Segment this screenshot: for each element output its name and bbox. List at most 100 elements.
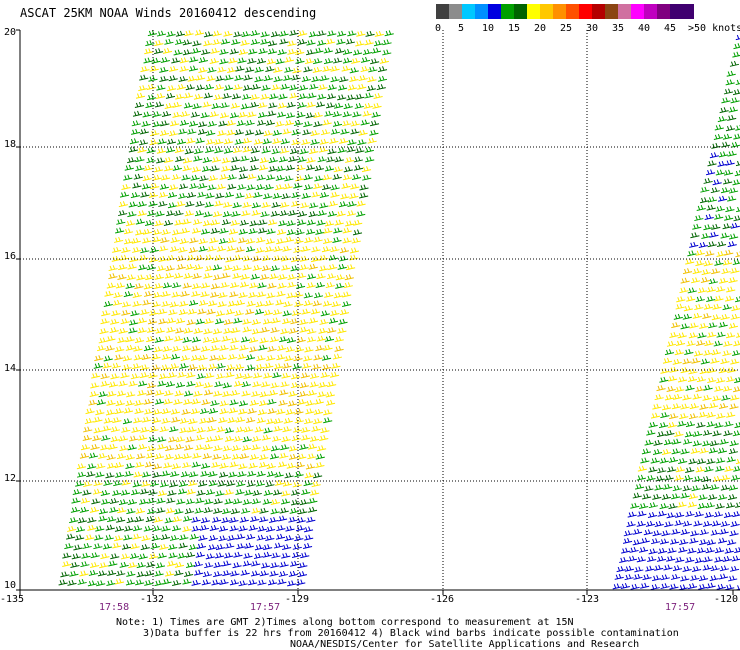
wind-barb [327, 148, 337, 155]
wind-barb [379, 57, 389, 64]
wind-barb [642, 493, 652, 500]
wind-barb [213, 390, 223, 397]
wind-barb [193, 155, 203, 162]
wind-barb [353, 164, 364, 171]
wind-barb [305, 49, 316, 56]
wind-barb [174, 443, 185, 450]
wind-barb [220, 38, 231, 45]
wind-barb [182, 525, 192, 532]
wind-barb [733, 215, 740, 222]
wind-barb [167, 560, 177, 567]
wind-barb [202, 453, 212, 460]
wind-barb [261, 147, 271, 154]
wind-barb [694, 304, 704, 311]
wind-barb [343, 103, 353, 110]
wind-barb [100, 380, 110, 387]
wind-barb [682, 358, 692, 365]
wind-barb [154, 570, 164, 577]
wind-barb [277, 345, 287, 351]
wind-barb [168, 309, 178, 316]
wind-barb [702, 313, 712, 320]
legend-swatch-2 [488, 4, 514, 19]
wind-barb [726, 286, 736, 293]
wind-barb [209, 111, 219, 118]
wind-barb [66, 533, 76, 540]
wind-barb [700, 186, 710, 193]
wind-barb [304, 237, 314, 244]
wind-barb [703, 260, 713, 267]
wind-barb [249, 101, 260, 108]
wind-barb [723, 169, 734, 176]
wind-barb [137, 201, 147, 208]
wind-barb [146, 452, 156, 459]
wind-barb [245, 66, 255, 73]
wind-barb [128, 201, 138, 208]
wind-barb [362, 110, 372, 117]
wind-barb [319, 191, 329, 198]
wind-barb [98, 337, 108, 344]
wind-barb [668, 503, 678, 510]
wind-barb [208, 407, 219, 414]
wind-barb [242, 436, 252, 443]
wind-barb [155, 210, 165, 217]
wind-barb [146, 561, 156, 568]
wind-barb [228, 57, 238, 64]
wind-barb [131, 120, 141, 127]
wind-barb [181, 408, 191, 415]
wind-barb [113, 292, 123, 299]
wind-barb [712, 303, 722, 310]
wind-barb [180, 290, 190, 297]
wind-barb [703, 224, 713, 231]
wind-barb [652, 403, 662, 410]
wind-barb [250, 273, 260, 280]
wind-barb [299, 382, 309, 389]
wind-barb [621, 547, 631, 554]
wind-barb [238, 111, 248, 118]
wind-barb [238, 408, 248, 415]
wind-barb [111, 255, 121, 262]
wind-barb [627, 555, 638, 562]
wind-barb [294, 346, 305, 353]
wind-barb [115, 400, 125, 407]
wind-barb [699, 447, 709, 454]
wind-barb [347, 30, 357, 37]
wind-barb [660, 367, 670, 374]
wind-barb [248, 462, 258, 469]
wind-barb [280, 147, 290, 154]
wind-barb [280, 328, 290, 335]
wind-barb [225, 542, 235, 549]
wind-barb [660, 583, 670, 590]
wind-barb [720, 358, 730, 365]
wind-barb [640, 457, 650, 464]
wind-barb [199, 417, 209, 424]
wind-barb [170, 246, 180, 253]
wind-barb [292, 67, 302, 74]
wind-barb [123, 174, 133, 181]
wind-barb [265, 119, 275, 126]
wind-barb [168, 130, 179, 137]
wind-barb [361, 166, 372, 173]
wind-barb [169, 301, 179, 308]
wind-barb [284, 66, 294, 73]
wind-barb [377, 75, 388, 82]
wind-barb [273, 255, 283, 262]
wind-barb [253, 138, 263, 145]
wind-barb [317, 445, 327, 452]
wind-barb [145, 102, 155, 109]
wind-barb [143, 290, 154, 297]
wind-barb [303, 174, 313, 181]
wind-barb [349, 67, 359, 74]
wind-barb [706, 204, 716, 211]
wind-barb [215, 192, 225, 199]
wind-barb [160, 237, 170, 244]
wind-barb [730, 222, 740, 229]
wind-barb [276, 165, 286, 172]
wind-barb [718, 403, 729, 409]
wind-barb [274, 363, 284, 370]
wind-barb [359, 184, 369, 191]
wind-barb [203, 443, 213, 450]
wind-barb [245, 533, 256, 540]
wind-barb [350, 128, 360, 135]
wind-barb [292, 543, 302, 550]
wind-barb [697, 332, 707, 339]
